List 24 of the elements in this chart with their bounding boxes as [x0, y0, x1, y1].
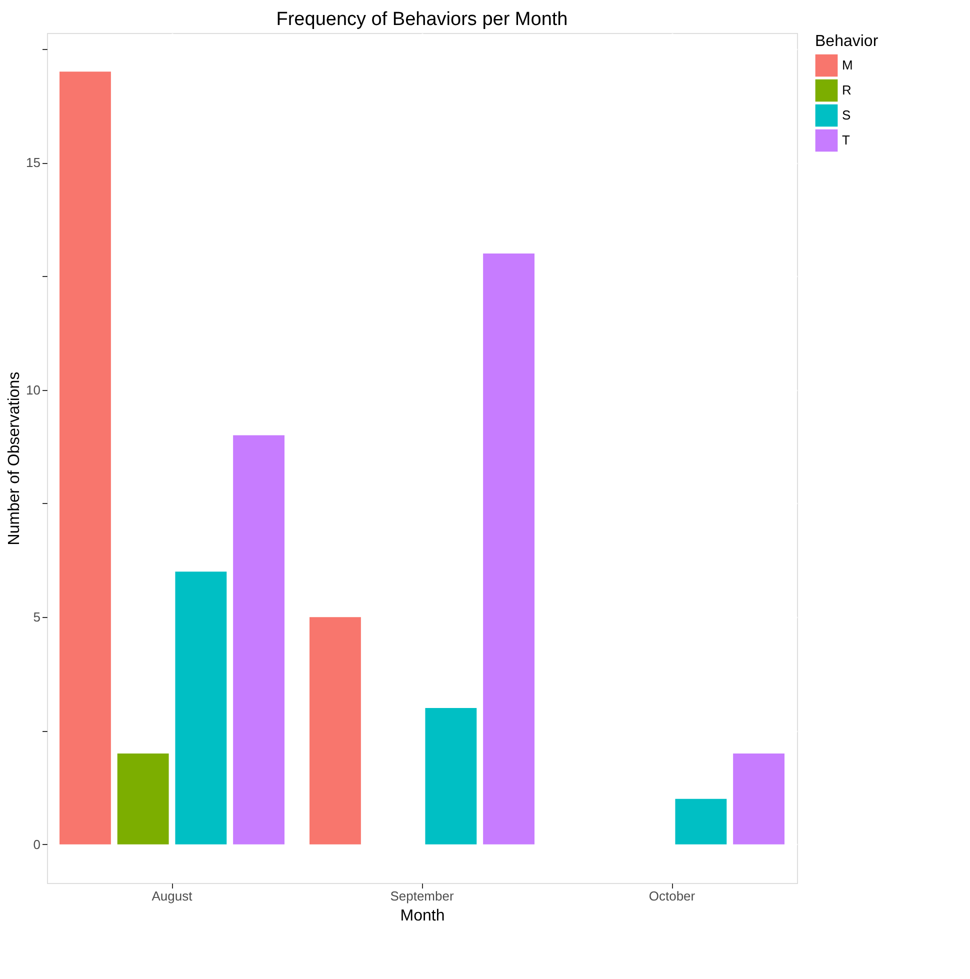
bar [175, 572, 227, 844]
x-tick-label: August [152, 888, 193, 904]
y-tick-label: 15 [26, 155, 40, 170]
bar [483, 253, 534, 844]
x-tick-label: September [390, 888, 454, 904]
x-tick-label: October [648, 888, 696, 904]
legend-title: Behavior [815, 33, 879, 50]
y-tick-label: 10 [26, 382, 40, 398]
bar [233, 435, 284, 844]
legend-label: S [842, 108, 851, 122]
bar [60, 72, 111, 844]
y-axis-title: Number of Observations [6, 372, 24, 546]
bar [425, 708, 477, 844]
y-tick-label: 5 [33, 610, 40, 625]
legend-label: M [842, 58, 853, 72]
x-axis-title: Month [400, 908, 445, 924]
legend-label: R [842, 82, 852, 98]
bar [310, 617, 361, 844]
bar [117, 753, 169, 844]
bar [675, 798, 727, 844]
chart-title: Frequency of Behaviors per Month [276, 9, 568, 30]
legend-label: T [842, 132, 850, 148]
y-tick-label: 0 [33, 836, 40, 852]
bar [733, 753, 784, 844]
